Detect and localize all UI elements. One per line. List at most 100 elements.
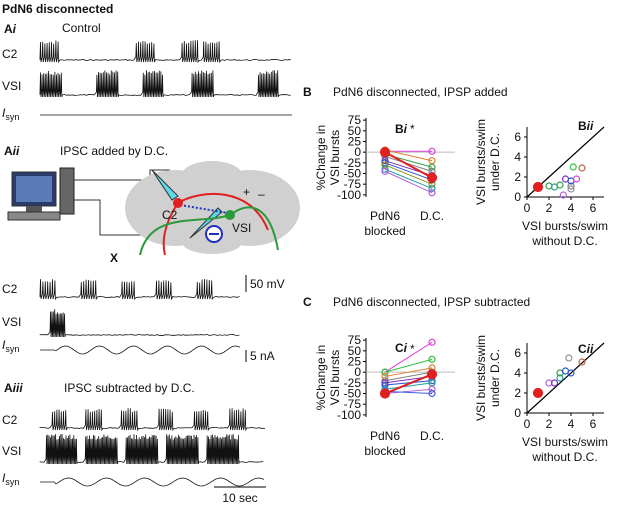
data-point	[428, 355, 436, 363]
neuron-label: VSI	[232, 221, 251, 235]
data-point	[556, 181, 564, 189]
pair-line	[384, 373, 433, 395]
panel-label: Cii	[578, 342, 594, 356]
trace-name: I	[2, 338, 6, 352]
y-axis-label: %Change in	[314, 125, 328, 190]
y-tick-label: -50	[344, 387, 362, 401]
pair-line	[384, 358, 433, 373]
y-tick-label: 25	[348, 354, 362, 368]
y-tick-label: -75	[344, 177, 362, 191]
panel-sub: i	[404, 122, 408, 136]
pair-line	[384, 170, 433, 194]
trace-sub: syn	[5, 477, 19, 487]
y-axis-label: VSI bursts	[328, 130, 342, 185]
panel-letter: C	[395, 341, 404, 355]
data-point	[428, 389, 436, 398]
trace-name: C2	[2, 282, 18, 296]
y-tick-label: 0	[354, 365, 361, 379]
x-tick-label: 6	[590, 417, 597, 431]
trace-label: VSI	[2, 444, 21, 458]
data-point	[381, 368, 389, 376]
computer-tower	[59, 167, 75, 215]
trace	[39, 309, 240, 338]
pair-line	[384, 371, 433, 382]
data-point	[428, 338, 436, 346]
trace-name: I	[2, 106, 6, 120]
data-point	[559, 191, 567, 199]
x-tick-label: 4	[568, 417, 575, 431]
panel-letter: B	[578, 119, 587, 133]
keyboard	[7, 211, 61, 221]
pair-line	[384, 162, 433, 181]
panel-label: Ci	[395, 341, 408, 355]
data-point	[381, 157, 389, 165]
trace-name: C2	[2, 413, 18, 427]
trace-label: Isyn	[2, 106, 19, 122]
data-point	[572, 175, 581, 183]
x-tick-label: PdN6 blocked	[364, 429, 406, 458]
trace-label: VSI	[2, 79, 21, 93]
trace-label: Isyn	[2, 338, 19, 354]
ganglion	[182, 161, 242, 189]
pair-line	[384, 341, 433, 373]
y-axis-label: VSI bursts	[328, 350, 342, 405]
y-tick-label: 25	[348, 134, 362, 148]
trace-name: VSI	[2, 315, 21, 329]
panel-sub: i	[13, 22, 17, 36]
neuron-label: C2	[162, 208, 178, 222]
vsi-axon	[139, 214, 231, 256]
panel-letter: A	[4, 381, 13, 395]
trace	[39, 70, 291, 98]
y-tick-label: 0	[514, 406, 521, 420]
panel-label: Bii	[578, 119, 594, 133]
figure-title: PdN6 disconnected	[2, 2, 113, 16]
pair-line	[384, 168, 433, 189]
data-point	[532, 181, 544, 193]
vsi-axon	[229, 206, 279, 251]
data-point	[428, 184, 436, 193]
y-tick-label: -100	[337, 408, 361, 422]
panel-letter: A	[4, 22, 13, 36]
data-point	[426, 172, 438, 183]
y-tick-label: 6	[514, 130, 521, 144]
pair-line	[384, 388, 433, 395]
panel-sub: ii	[587, 119, 594, 133]
data-point	[381, 167, 389, 175]
trace-name: I	[2, 471, 6, 485]
y-tick-label: -25	[344, 156, 362, 170]
wire	[74, 169, 170, 181]
annotation: *	[410, 122, 415, 136]
diagram	[7, 161, 300, 256]
x-tick-label: 4	[568, 201, 575, 215]
x-tick-label: PdN6 blocked	[364, 209, 406, 238]
y-tick-label: 6	[514, 346, 521, 360]
y-tick-label: 4	[514, 150, 521, 164]
scale-label: 50 mV	[250, 277, 285, 291]
data-point	[379, 147, 391, 158]
data-point	[556, 374, 564, 382]
pair-line	[384, 382, 433, 390]
trace-name: VSI	[2, 79, 21, 93]
data-point	[428, 189, 436, 197]
polarity: –	[258, 187, 265, 201]
scale-label: 5 nA	[250, 349, 275, 363]
panel-sub: iii	[13, 381, 24, 395]
pair-line	[384, 151, 433, 179]
y-axis-label: under D.C.	[488, 133, 502, 191]
annotation: *	[410, 342, 415, 356]
scale-label: 10 sec	[222, 491, 257, 505]
trace-label: C2	[2, 413, 18, 427]
electrode	[189, 207, 223, 239]
synapse	[179, 204, 229, 214]
panel-label: Ai	[4, 22, 17, 36]
y-tick-label: 75	[348, 333, 362, 347]
x-tick-label: D.C.	[420, 209, 444, 223]
data-point	[379, 388, 391, 399]
c2-axon	[177, 192, 269, 231]
data-point	[428, 147, 436, 155]
computer-stand	[26, 206, 42, 212]
panel-title: PdN6 disconnected, IPSP added	[333, 85, 508, 99]
data-point	[381, 377, 389, 385]
polarity: +	[243, 185, 250, 199]
